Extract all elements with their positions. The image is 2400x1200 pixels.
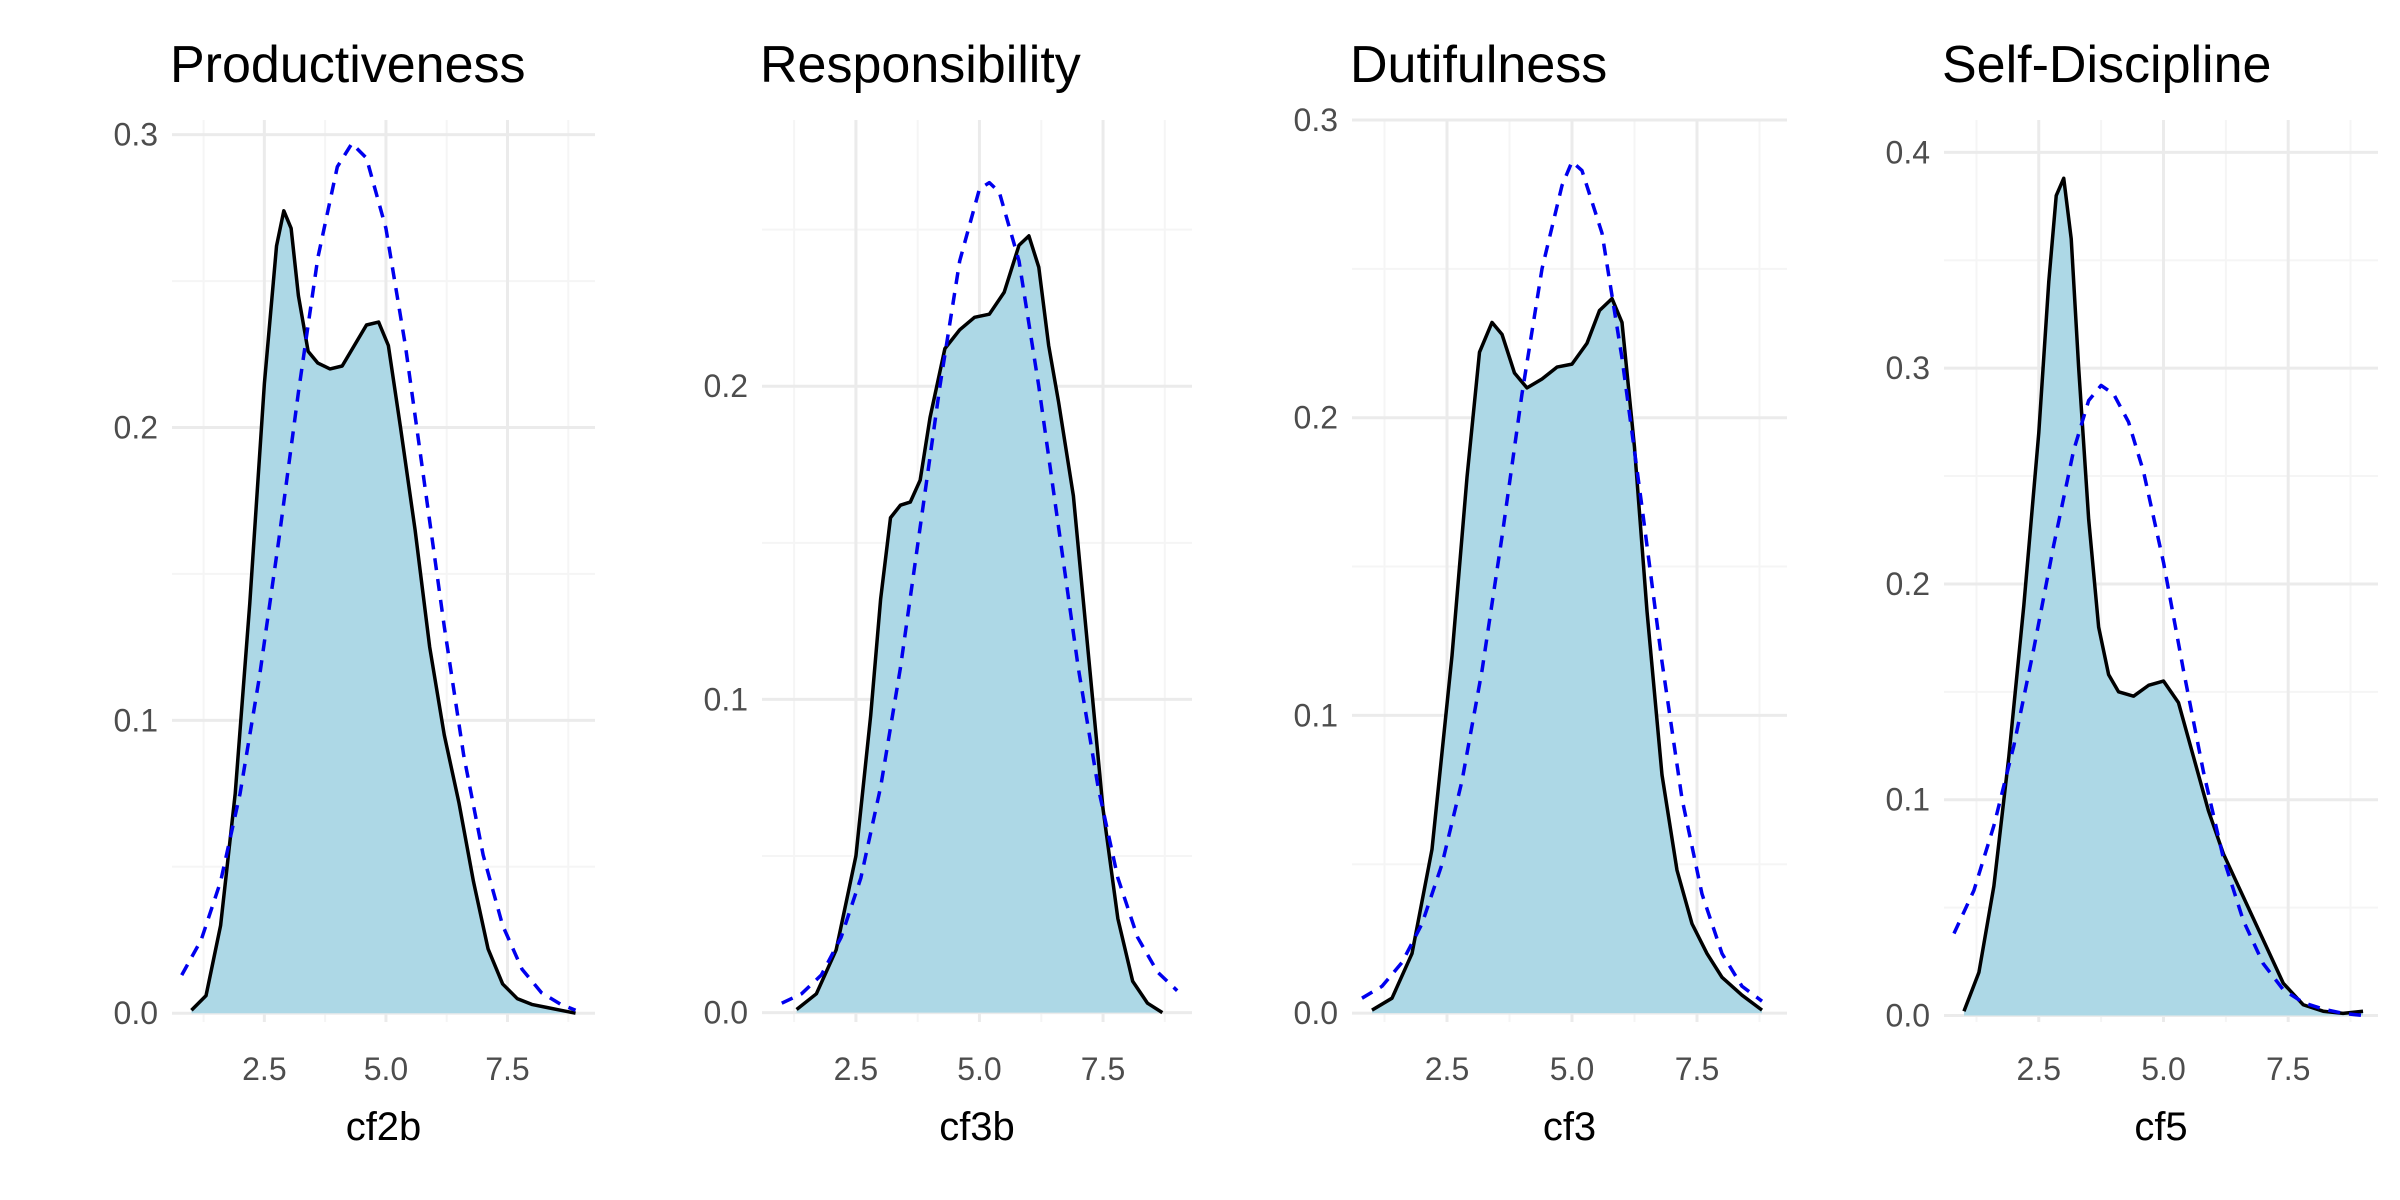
y-tick-label: 0.1 [704,681,748,717]
x-tick-label: 7.5 [1081,1051,1125,1087]
y-tick-label: 0.3 [1886,350,1930,386]
x-tick-label: 5.0 [957,1051,1001,1087]
density-line [1371,296,1764,1012]
x-tick-label: 7.5 [2266,1051,2310,1087]
y-tick-label: 0.4 [1886,134,1930,170]
panel-title: Productiveness [170,36,526,94]
x-axis-title: cf5 [2134,1105,2187,1149]
x-tick-label: 2.5 [834,1051,878,1087]
y-tick-label: 0.2 [1886,566,1930,602]
x-tick-label: 5.0 [1550,1051,1594,1087]
x-tick-label: 7.5 [1675,1051,1719,1087]
x-tick-label: 2.5 [242,1051,286,1087]
x-tick-label: 5.0 [2141,1051,2185,1087]
x-tick-label: 2.5 [1425,1051,1469,1087]
y-tick-label: 0.2 [1294,400,1338,436]
density-area [796,235,1163,1013]
density-line [190,209,576,1015]
y-tick-label: 0.2 [114,410,158,446]
density-area [1372,298,1762,1014]
x-tick-label: 5.0 [364,1051,408,1087]
x-tick-label: 7.5 [485,1051,529,1087]
normal-reference-line [1361,159,1764,1003]
x-axis-title: cf2b [346,1105,422,1149]
panel-title: Dutifulness [1350,36,1607,94]
panel-title: Self-Discipline [1942,36,2271,94]
y-tick-label: 0.1 [1886,782,1930,818]
density-area [191,210,576,1014]
facet-panel-2: Responsibility 0.0 0.1 0.2 2.5 5.0 7.5 cf3b [704,36,1192,1149]
panel-title: Responsibility [760,36,1081,94]
normal-reference-line [1952,383,2364,1018]
y-tick-label: 0.1 [1294,697,1338,733]
facet-panel-4: Self-Discipline 0.0 0.1 0.2 0.3 0.4 2.5 5.0 7.5 c… [1886,36,2378,1149]
y-tick-label: 0.0 [114,995,158,1031]
facet-panel-1: Productiveness 0.0 0.1 0.2 0.3 2.5 5.0 7.5 cf2b [114,36,595,1149]
y-tick-label: 0.0 [1886,998,1930,1034]
y-tick-label: 0.1 [114,702,158,738]
y-tick-label: 0.0 [704,995,748,1031]
y-tick-label: 0.3 [1294,102,1338,138]
y-tick-label: 0.0 [1294,995,1338,1031]
density-area [1963,178,2364,1016]
normal-reference-line [180,141,577,1012]
x-axis-title: cf3 [1543,1105,1596,1149]
facet-panel-3: Dutifulness 0.0 0.1 0.2 0.3 2.5 5.0 7.5 cf3 [1294,36,1787,1149]
density-line [795,234,1164,1015]
y-tick-label: 0.2 [704,368,748,404]
density-line [1962,176,2364,1016]
y-tick-label: 0.3 [114,117,158,153]
x-tick-label: 2.5 [2017,1051,2061,1087]
x-axis-title: cf3b [939,1105,1015,1149]
